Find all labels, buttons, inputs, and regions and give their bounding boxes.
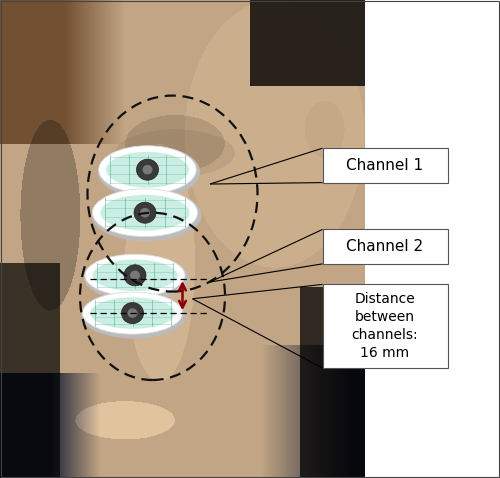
Text: Channel 2: Channel 2 bbox=[346, 239, 424, 254]
Circle shape bbox=[130, 271, 140, 280]
Ellipse shape bbox=[90, 297, 175, 329]
FancyBboxPatch shape bbox=[322, 229, 448, 264]
Text: Distance
between
channels:
16 mm: Distance between channels: 16 mm bbox=[352, 293, 418, 360]
FancyBboxPatch shape bbox=[322, 284, 448, 368]
Circle shape bbox=[128, 308, 138, 318]
Ellipse shape bbox=[92, 189, 198, 237]
Ellipse shape bbox=[99, 146, 196, 194]
Circle shape bbox=[122, 303, 144, 324]
Circle shape bbox=[134, 202, 156, 223]
Ellipse shape bbox=[106, 152, 189, 188]
Ellipse shape bbox=[85, 254, 185, 296]
Circle shape bbox=[140, 208, 150, 217]
Ellipse shape bbox=[92, 260, 178, 291]
Ellipse shape bbox=[98, 146, 200, 198]
Circle shape bbox=[142, 165, 152, 174]
Bar bbox=[365, 0, 500, 478]
Circle shape bbox=[136, 159, 158, 180]
FancyBboxPatch shape bbox=[322, 148, 448, 183]
Ellipse shape bbox=[84, 255, 189, 301]
Circle shape bbox=[124, 265, 146, 286]
Ellipse shape bbox=[82, 292, 182, 334]
Ellipse shape bbox=[100, 195, 190, 231]
Ellipse shape bbox=[82, 293, 186, 338]
Text: Channel 1: Channel 1 bbox=[346, 158, 424, 173]
Ellipse shape bbox=[92, 189, 202, 241]
